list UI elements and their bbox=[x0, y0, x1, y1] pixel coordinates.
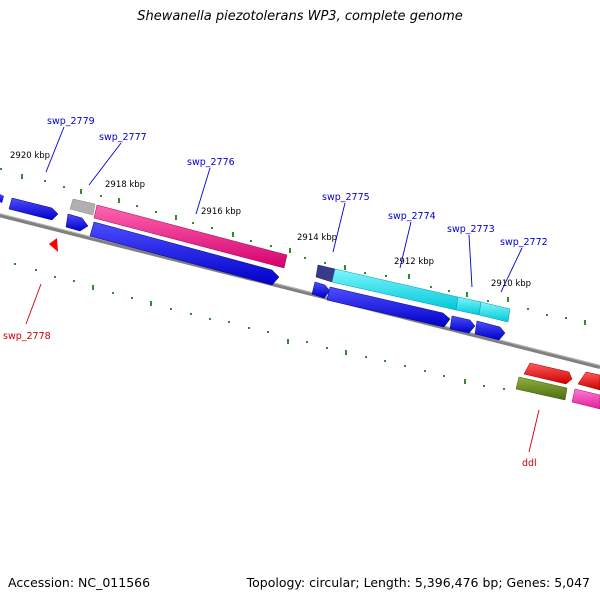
gene-blue-2[interactable] bbox=[65, 213, 89, 232]
kbp-labels: 2920 kbp 2918 kbp 2916 kbp 2914 kbp 2912… bbox=[10, 151, 531, 289]
gene-ddl-adjacent-red[interactable] bbox=[523, 362, 573, 385]
inner-tick-ring bbox=[14, 263, 505, 390]
gene-red-right[interactable] bbox=[577, 371, 600, 391]
gene-labels: swp_2779 swp_2777 swp_2776 swp_2775 swp_… bbox=[3, 116, 548, 469]
forward-strand-row2 bbox=[65, 213, 506, 341]
map-title: Shewanella piezotolerans WP3, complete g… bbox=[137, 9, 463, 24]
accession-text: Accession: NC_011566 bbox=[8, 575, 151, 590]
gene-pink-right[interactable] bbox=[571, 388, 600, 410]
gene-swp-2776[interactable] bbox=[93, 204, 288, 269]
reverse-strand bbox=[49, 238, 600, 410]
label-swp-2778: swp_2778 bbox=[3, 331, 51, 342]
gene-blue-5[interactable] bbox=[326, 286, 451, 328]
gene-swp-2778[interactable] bbox=[49, 238, 58, 252]
genome-backbone bbox=[0, 213, 600, 369]
gene-swp-2772[interactable] bbox=[478, 301, 511, 323]
tick-label-2918: 2918 kbp bbox=[105, 180, 145, 190]
label-swp-2779: swp_2779 bbox=[47, 116, 95, 127]
forward-strand bbox=[0, 194, 511, 323]
gene-block-left-edge[interactable] bbox=[0, 194, 4, 203]
label-swp-2773: swp_2773 bbox=[447, 224, 495, 235]
tick-label-2912: 2912 kbp bbox=[394, 257, 434, 267]
gene-swp-2775[interactable] bbox=[315, 264, 336, 283]
gene-swp-2777[interactable] bbox=[69, 198, 96, 216]
label-swp-2775: swp_2775 bbox=[322, 192, 370, 203]
label-leaders bbox=[25, 126, 540, 453]
gene-blue-3[interactable] bbox=[89, 221, 280, 286]
label-swp-2774: swp_2774 bbox=[388, 211, 436, 222]
gene-blue-4[interactable] bbox=[311, 281, 331, 299]
label-swp-2776: swp_2776 bbox=[187, 157, 235, 168]
label-ddl: ddl bbox=[522, 458, 537, 469]
outer-tick-ring bbox=[0, 168, 586, 325]
gene-blue-7[interactable] bbox=[474, 320, 506, 341]
tick-label-2920: 2920 kbp bbox=[10, 151, 50, 161]
tick-label-2910: 2910 kbp bbox=[491, 279, 531, 289]
gene-swp-2779[interactable] bbox=[8, 197, 59, 221]
label-swp-2777: swp_2777 bbox=[99, 132, 147, 143]
gene-ddl[interactable] bbox=[515, 376, 568, 401]
gene-blue-6[interactable] bbox=[449, 315, 476, 334]
gene-swp-2773[interactable] bbox=[455, 296, 482, 316]
genome-summary-text: Topology: circular; Length: 5,396,476 bp… bbox=[246, 575, 590, 590]
tick-label-2916: 2916 kbp bbox=[201, 207, 241, 217]
label-swp-2772: swp_2772 bbox=[500, 237, 548, 248]
tick-label-2914: 2914 kbp bbox=[297, 233, 337, 243]
